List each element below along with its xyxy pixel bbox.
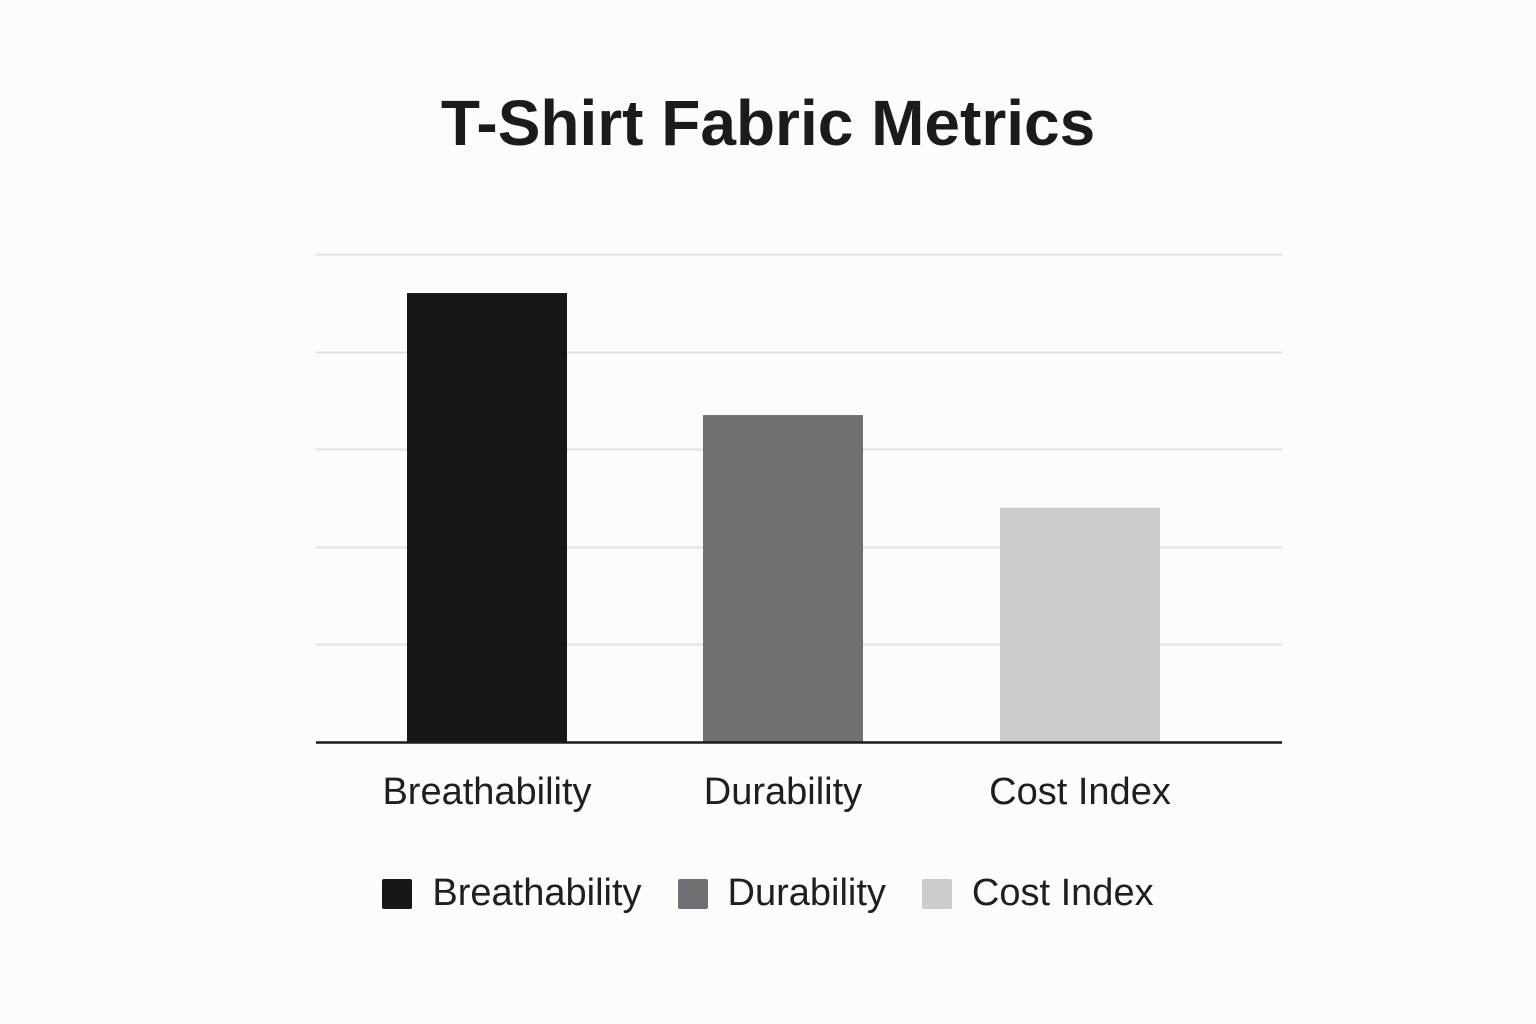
bar-durability: [703, 415, 863, 742]
x-tick-label: Durability: [704, 771, 862, 813]
legend-label-durability: Durability: [727, 872, 886, 914]
legend-swatch-cost-index: [921, 878, 952, 909]
legend-swatch-durability: [677, 878, 708, 909]
legend-label-breathability: Breathability: [432, 872, 642, 914]
bar-breathability: [407, 293, 567, 742]
legend-item-cost-index: Cost Index: [921, 872, 1154, 915]
chart-legend: Breathability Durability Cost Index: [0, 872, 1536, 915]
chart-title: T-Shirt Fabric Metrics: [440, 87, 1096, 159]
legend-swatch-breathability: [382, 878, 413, 909]
legend-label-cost-index: Cost Index: [971, 872, 1154, 914]
legend-item-durability: Durability: [677, 872, 886, 915]
x-tick-label: Breathability: [382, 771, 591, 813]
bar-cost-index: [1000, 507, 1160, 742]
legend-item-breathability: Breathability: [382, 872, 642, 915]
x-tick-label: Cost Index: [989, 771, 1171, 813]
